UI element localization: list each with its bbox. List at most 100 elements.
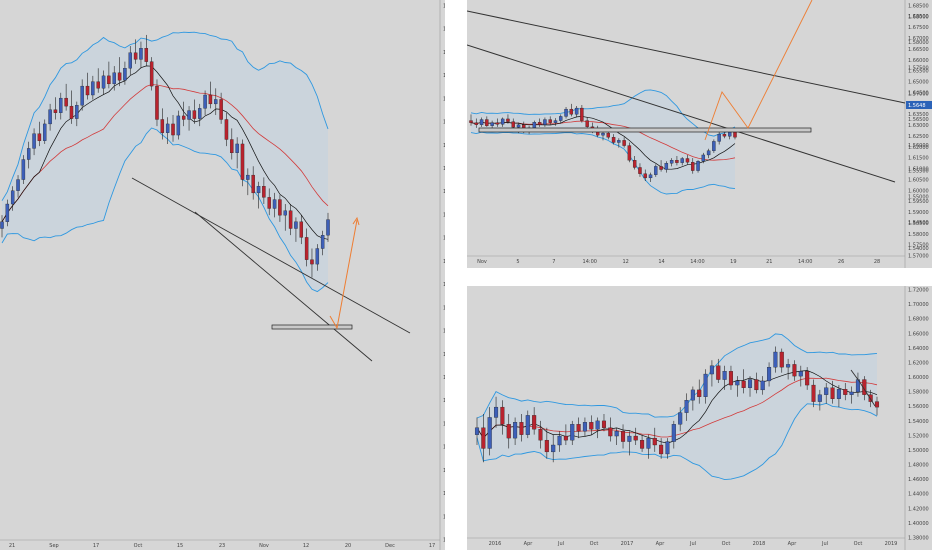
candle-body (760, 380, 765, 391)
support-zone (271, 324, 353, 330)
x-tick-label: Jul (557, 541, 564, 547)
chart-bottom-right[interactable]: 1.72000 1.70000 1.68000 1.66000 1.64000 1.620… (467, 286, 932, 550)
x-tick-label: Jul (689, 541, 696, 547)
candle-body (155, 85, 159, 120)
x-tick-label: 2017 (621, 541, 634, 547)
y-tick-label: 1.63000 (908, 123, 929, 129)
candle-body (69, 105, 74, 119)
y-tick-label: 1.57500 (908, 243, 929, 249)
candle-body (485, 119, 489, 126)
candle-body (576, 424, 581, 432)
candle-body (570, 424, 575, 441)
candle-body (659, 444, 664, 455)
candle-body (849, 391, 854, 395)
right-tick-label: 1.57000 (908, 91, 929, 97)
candle-body (633, 435, 638, 441)
y-tick-label: 1.56500 (443, 212, 445, 218)
candle-body (564, 108, 568, 117)
candle-body (747, 379, 753, 388)
chart-top-right[interactable]: 1.68500 1.68000 1.67500 1.67000 1.66500 1.660… (467, 0, 932, 268)
candle-body (712, 141, 716, 151)
y-tick-label: 1.64000 (908, 346, 929, 352)
candle-body (779, 351, 784, 368)
moving-average-black (1, 65, 329, 240)
y-tick-label: 1.61500 (908, 156, 929, 162)
candle-body (648, 174, 653, 179)
bollinger-upper (470, 89, 736, 137)
moving-average-black (470, 116, 736, 170)
candle-body (836, 389, 841, 399)
candle-body (246, 174, 250, 180)
candle-body (481, 427, 486, 449)
bollinger-lower (476, 402, 878, 481)
candle-body (495, 122, 500, 125)
x-tick-label: Apr (656, 541, 666, 547)
candle-body (874, 401, 880, 408)
y-tick-label: 1.56000 (908, 404, 929, 410)
candle-body (139, 48, 143, 60)
bollinger-band-fill (471, 89, 735, 194)
candle-body (262, 186, 266, 198)
candle-body (553, 120, 558, 123)
y-tick-label: 1.55000 (443, 282, 445, 288)
candle-body (601, 132, 605, 136)
y-tick-label: 1.63500 (908, 112, 929, 118)
y-tick-label: 1.68000 (908, 317, 929, 323)
y-tick-label: 1.40000 (908, 521, 929, 527)
candle-body (91, 81, 95, 96)
y-tick-label: 1.58500 (443, 120, 445, 126)
candle-body (240, 143, 245, 180)
trendline-upper (131, 177, 411, 334)
chart-left[interactable]: 1.61000 1.60500 1.60000 1.59500 1.59000 1.585… (0, 0, 445, 550)
candle-body (582, 422, 587, 432)
candle-body (548, 119, 552, 123)
candle-body (811, 384, 816, 402)
candle-body (608, 427, 613, 437)
candle-body (487, 417, 492, 449)
candle-body (500, 118, 505, 125)
candle-body (469, 120, 473, 123)
candle-body (659, 166, 663, 170)
y-tick-label: 1.56000 (443, 236, 445, 242)
candle-body (643, 173, 647, 179)
candle-body (798, 371, 803, 377)
candle-body (733, 131, 737, 138)
candle-body (538, 429, 543, 441)
candle-body (805, 371, 810, 386)
candle-body (543, 119, 547, 125)
candle-body (299, 221, 304, 238)
projection-path (704, 0, 813, 141)
y-tick-label: 1.59000 (443, 96, 445, 102)
x-tick-label: 21 (766, 259, 772, 265)
y-tick-label: 1.68000 (908, 14, 929, 20)
candle-body (652, 437, 657, 446)
bollinger-upper (476, 333, 878, 419)
y-tick-label: 1.59500 (908, 199, 929, 205)
candle-body (230, 139, 234, 154)
y-tick-label: 1.64500 (908, 90, 929, 96)
candle-body (728, 131, 732, 137)
candle-body (21, 159, 26, 180)
y-tick-label: 1.53500 (443, 352, 445, 358)
candle-body (669, 160, 674, 164)
x-tick-label: 17 (429, 543, 435, 549)
right-tick-label: 1.58500 (908, 14, 929, 20)
candle-body (256, 186, 261, 194)
y-tick-label: 1.60000 (908, 188, 929, 194)
candle-body (786, 364, 791, 368)
candle-body (128, 52, 132, 69)
x-tick-label: 14:00 (583, 259, 597, 265)
x-tick-label: 12 (303, 543, 309, 549)
candle-body (219, 99, 223, 120)
right-tick-label: 1.56000 (908, 143, 929, 149)
right-tick-label: 1.55500 (908, 169, 929, 175)
candle-body (611, 137, 616, 143)
y-tick-label: 1.62500 (908, 134, 929, 140)
candle-body (474, 122, 478, 125)
x-tick-label: Oct (854, 541, 863, 547)
candle-body (830, 387, 835, 399)
candle-body (511, 121, 515, 128)
x-tick-label: 21 (9, 543, 15, 549)
x-tick-label: Oct (134, 543, 143, 549)
projection-arrow (329, 219, 358, 330)
